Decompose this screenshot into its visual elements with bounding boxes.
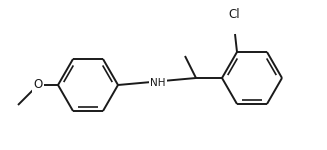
Text: O: O	[33, 78, 43, 92]
Text: Cl: Cl	[228, 8, 240, 21]
Text: NH: NH	[150, 78, 166, 88]
